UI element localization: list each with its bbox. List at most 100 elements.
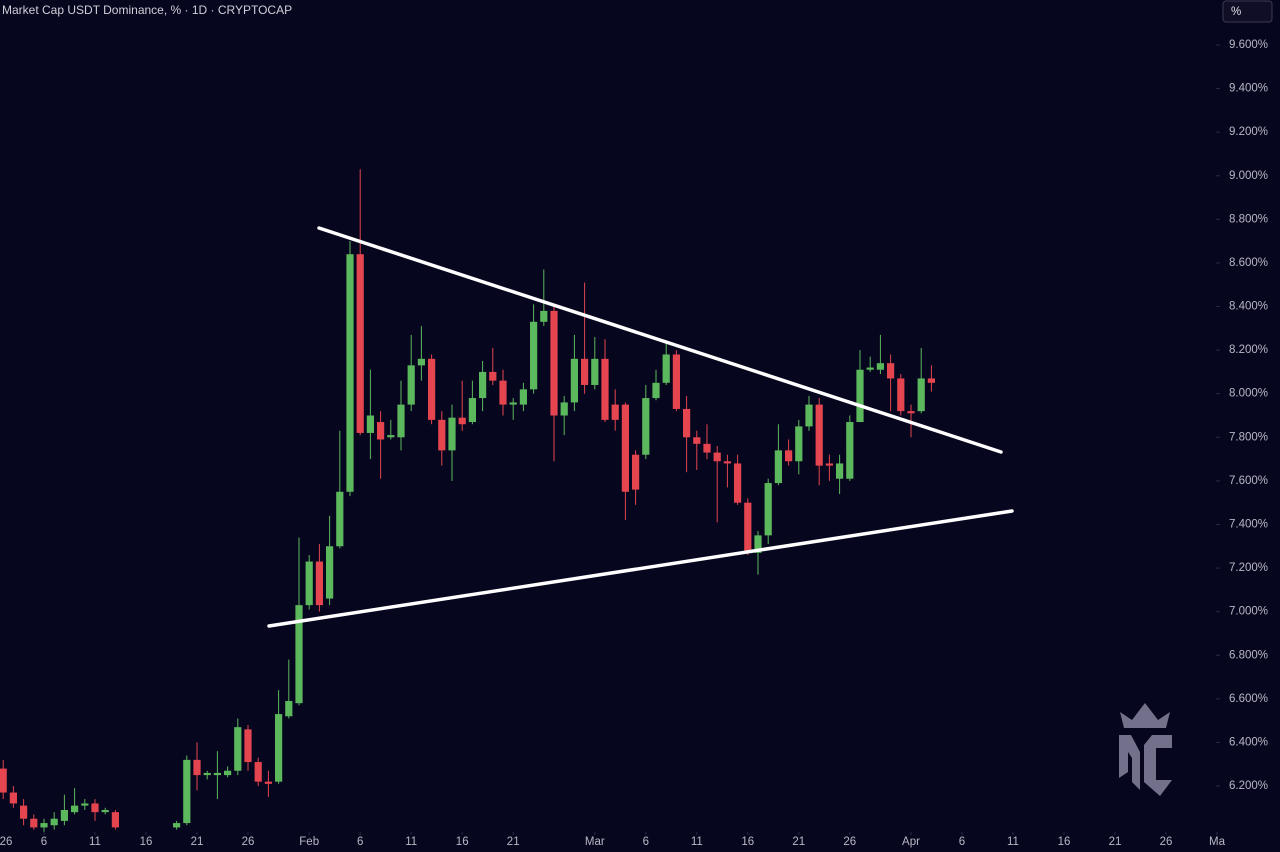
candle-body — [754, 535, 762, 553]
chart-title: Market Cap USDT Dominance, % · 1D · CRYP… — [2, 3, 292, 17]
y-tick-label: 7.200% — [1229, 562, 1268, 574]
candle-body — [887, 363, 895, 379]
candle-body — [662, 354, 670, 383]
y-tick-label: 8.800% — [1229, 213, 1268, 225]
candle-body — [203, 772, 211, 776]
candle-body — [489, 371, 497, 381]
candle-body — [785, 450, 793, 462]
candle-body — [40, 823, 48, 828]
x-tick-label: Mar — [585, 836, 605, 848]
candle-body — [907, 411, 915, 414]
candle-body — [9, 792, 17, 804]
candle-body — [407, 365, 415, 405]
candle-body — [540, 310, 548, 322]
candle-body — [366, 415, 374, 433]
candle-body — [285, 701, 293, 717]
y-tick-label: 9.400% — [1229, 83, 1268, 95]
candle-body — [305, 561, 313, 606]
candle-body — [683, 408, 691, 438]
x-tick-label: Feb — [299, 836, 319, 848]
x-tick-label: 21 — [191, 836, 204, 848]
candle-body — [672, 354, 680, 409]
candle-body — [81, 803, 89, 806]
candle-body — [734, 463, 742, 503]
y-tick-label: 7.600% — [1229, 475, 1268, 487]
candle-body — [815, 404, 823, 466]
candle-body — [642, 398, 650, 455]
candle-body — [295, 605, 303, 704]
y-tick-label: 9.200% — [1229, 126, 1268, 138]
unit-button[interactable] — [1222, 0, 1273, 23]
candle-body — [213, 772, 221, 776]
candle-body — [387, 435, 395, 438]
trendline-lower — [267, 509, 1014, 628]
candle-body — [601, 358, 609, 420]
candle-body — [91, 803, 99, 813]
unit-label[interactable]: % — [1231, 6, 1241, 18]
x-tick-label: 26 — [242, 836, 255, 848]
candles — [0, 169, 935, 832]
x-tick-label: 21 — [792, 836, 805, 848]
candle-body — [71, 805, 79, 813]
candle-body — [581, 358, 589, 385]
x-tick-label: 21 — [507, 836, 520, 848]
candle-body — [264, 781, 272, 784]
candle-body — [509, 402, 517, 405]
candle-body — [519, 389, 527, 405]
candle-body — [448, 417, 456, 451]
candle-body — [244, 729, 252, 763]
candle-body — [417, 358, 425, 366]
candle-body — [856, 369, 864, 423]
x-tick-label: 6 — [959, 836, 965, 848]
candle-body — [499, 380, 507, 405]
candle-body — [458, 417, 466, 425]
candle-body — [927, 378, 935, 383]
candle-body — [632, 454, 640, 490]
candle-body — [744, 502, 752, 553]
y-tick-label: 6.200% — [1229, 780, 1268, 792]
logo-m — [1119, 735, 1140, 790]
candle-body — [764, 483, 772, 536]
x-tick-label: 16 — [140, 836, 153, 848]
candle-body — [254, 762, 262, 782]
candle-body — [621, 404, 629, 492]
candle-body — [774, 450, 782, 484]
candle-body — [917, 378, 925, 412]
x-tick-label: Apr — [902, 836, 920, 848]
candle-body — [183, 759, 191, 824]
candle-body — [723, 461, 731, 464]
candle-body — [428, 358, 436, 420]
candle-body — [397, 404, 405, 438]
candle-body — [652, 382, 660, 399]
candle-body — [611, 404, 619, 420]
x-tick-label: 11 — [1007, 836, 1019, 848]
candle-body — [468, 398, 476, 423]
x-tick-label: 26 — [843, 836, 856, 848]
logo-crown — [1120, 703, 1170, 728]
y-tick-label: 6.800% — [1229, 649, 1268, 661]
candle-body — [336, 491, 344, 547]
y-tick-label: 6.400% — [1229, 736, 1268, 748]
x-tick-label: 16 — [741, 836, 754, 848]
candle-body — [693, 437, 701, 444]
candle-body — [224, 770, 232, 776]
candle-body — [111, 812, 119, 828]
logo — [1119, 703, 1172, 796]
trendline-upper — [317, 226, 1003, 454]
x-tick-label: 6 — [643, 836, 649, 848]
x-tick-label: 21 — [1109, 836, 1122, 848]
candle-body — [193, 759, 201, 776]
candle-body — [703, 443, 711, 453]
x-tick-label: 16 — [456, 836, 469, 848]
y-tick-label: 9.600% — [1229, 39, 1268, 51]
candle-body — [836, 463, 844, 479]
x-tick-label: 26 — [1160, 836, 1173, 848]
x-tick-label: 11 — [405, 836, 417, 848]
y-tick-label: 7.800% — [1229, 431, 1268, 443]
candle-body — [570, 358, 578, 403]
y-tick-label: 7.000% — [1229, 606, 1268, 618]
candle-body — [275, 714, 283, 782]
candle-body — [530, 321, 538, 390]
candle-body — [101, 809, 109, 813]
